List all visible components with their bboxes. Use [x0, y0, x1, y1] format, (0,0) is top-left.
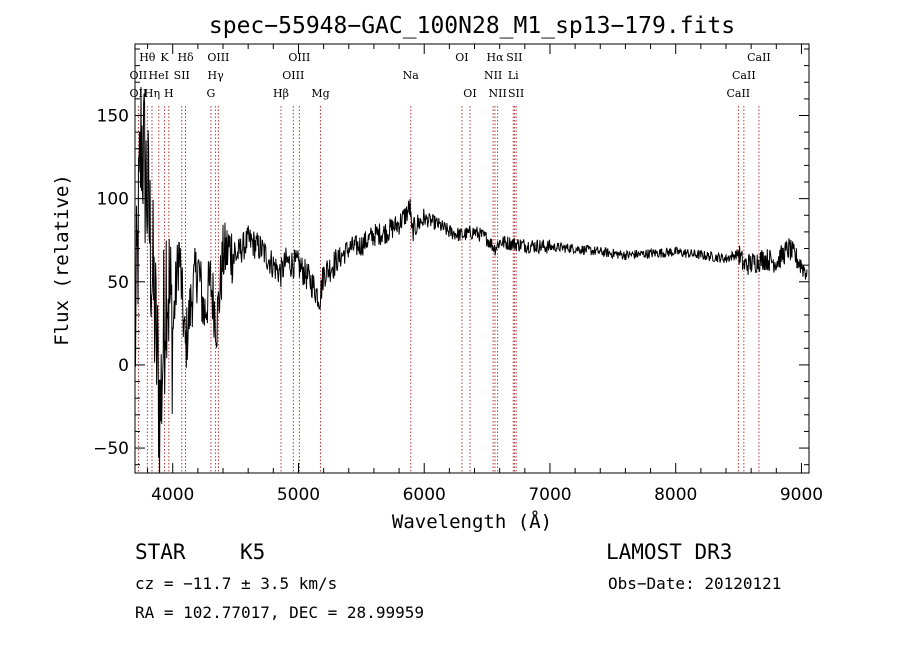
- line-label-14: OIII: [282, 69, 304, 82]
- y-tick-label-2: 50: [107, 273, 129, 293]
- line-label-2: OII: [130, 87, 148, 100]
- subclass: K5: [240, 540, 266, 564]
- x-tick-label-4: 8000: [654, 485, 697, 505]
- line-label-25: CaII: [747, 51, 771, 64]
- x-tick-label-3: 7000: [528, 485, 571, 505]
- y-axis-label: Flux (relative): [51, 174, 73, 346]
- line-label-17: OI: [455, 51, 468, 64]
- line-label-8: Hδ: [177, 51, 194, 64]
- plot-frame: [134, 43, 810, 474]
- obs-date: Obs−Date: 20120121: [608, 574, 782, 593]
- line-label-9: OIII: [207, 51, 229, 64]
- line-label-1: OII: [130, 69, 148, 82]
- x-tick-label-0: 4000: [151, 485, 194, 505]
- line-label-20: NII: [484, 69, 502, 82]
- coordinates: RA = 102.77017, DEC = 28.99959: [135, 603, 424, 622]
- x-tick-label-1: 5000: [277, 485, 320, 505]
- line-label-13: OIII: [288, 51, 310, 64]
- y-axis-ticks: −50 0 50 100 150: [93, 48, 809, 466]
- line-label-15: Mg: [311, 87, 329, 100]
- y-tick-label-0: −50: [93, 439, 129, 459]
- redshift-cz: cz = −11.7 ± 3.5 km/s: [135, 574, 338, 593]
- x-tick-label-5: 9000: [780, 485, 823, 505]
- y-tick-label-3: 100: [97, 190, 129, 210]
- line-label-23: Li: [508, 69, 519, 82]
- line-label-12: Hβ: [273, 87, 289, 100]
- line-label-7: SII: [174, 69, 190, 82]
- y-tick-label-1: 0: [118, 356, 129, 376]
- x-tick-label-2: 6000: [403, 485, 446, 505]
- chart-title: spec−55948−GAC_100N28_M1_sp13−179.fits: [209, 13, 735, 39]
- line-label-3: Hη: [144, 87, 160, 100]
- line-label-5: K: [160, 51, 169, 64]
- line-label-10: Hγ: [208, 69, 225, 82]
- x-axis-label: Wavelength (Å): [392, 510, 552, 533]
- object-class: STAR: [135, 540, 186, 564]
- line-label-27: CaII: [726, 87, 750, 100]
- line-label-18: OI: [463, 87, 476, 100]
- line-label-24: SII: [508, 87, 524, 100]
- line-label-0: Hθ: [139, 51, 156, 64]
- line-label-4: HeI: [149, 69, 169, 82]
- spectral-line-markers: [137, 106, 760, 473]
- line-label-16: Na: [403, 69, 420, 82]
- line-label-21: NII: [488, 87, 506, 100]
- y-tick-label-4: 150: [97, 107, 129, 127]
- line-label-11: G: [207, 87, 216, 100]
- line-label-22: SII: [506, 51, 522, 64]
- survey-label: LAMOST DR3: [606, 540, 733, 564]
- line-label-19: Hα: [486, 51, 504, 64]
- line-label-6: H: [164, 87, 174, 100]
- x-axis-ticks: 4000 5000 6000 7000 8000 9000: [147, 44, 823, 505]
- spectrum-line: [134, 86, 808, 474]
- line-label-26: CaII: [732, 69, 756, 82]
